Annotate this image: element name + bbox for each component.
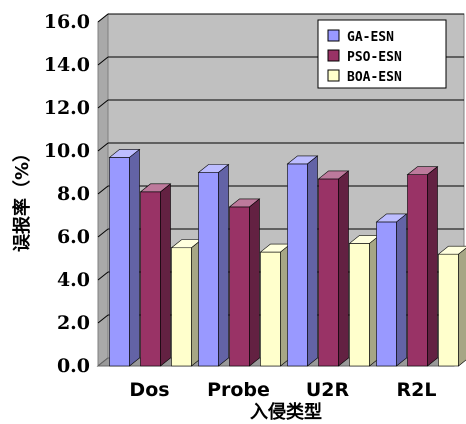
gridline-side	[97, 228, 109, 238]
bar-dos-ga-esn	[109, 157, 130, 367]
bar-side	[396, 213, 407, 367]
legend-label: BOA-ESN	[347, 70, 402, 85]
bar-r2l-boa-esn	[438, 253, 459, 367]
gridline-side	[97, 314, 109, 324]
bar-top	[437, 245, 466, 255]
y-tick-label: 10.0	[44, 140, 90, 162]
gridline-side	[97, 142, 109, 152]
bar-side	[218, 163, 229, 367]
bar-side	[427, 166, 438, 367]
x-axis-ticks: Dos Probe U2R R2L	[129, 379, 436, 401]
legend-swatch	[327, 49, 340, 62]
x-tick-label: U2R	[306, 379, 350, 401]
gridline-side	[97, 185, 109, 195]
bar-u2r-pso-esn	[318, 178, 339, 367]
legend-swatch	[327, 29, 340, 42]
bar-r2l-pso-esn	[407, 174, 428, 367]
bar-probe-ga-esn	[198, 172, 219, 367]
gridline-side	[97, 56, 109, 66]
y-axis-title: 误报率（%）	[11, 144, 33, 252]
bar-u2r-ga-esn	[287, 163, 308, 367]
y-tick-label: 6.0	[57, 226, 90, 248]
x-tick-label: Dos	[129, 379, 169, 401]
bar-probe-boa-esn	[260, 251, 281, 367]
bar-dos-boa-esn	[171, 247, 192, 367]
gridline-side	[97, 99, 109, 109]
bar-side	[160, 183, 171, 367]
gridline-side	[97, 13, 109, 23]
legend: GA-ESN PSO-ESN BOA-ESN	[317, 19, 447, 89]
bar-side	[338, 170, 349, 367]
y-tick-label: 4.0	[57, 269, 90, 291]
y-tick-label: 8.0	[57, 183, 90, 205]
bar-side	[129, 148, 140, 367]
y-tick-label: 0.0	[57, 355, 90, 377]
y-tick-label: 2.0	[57, 312, 90, 334]
bar-side	[307, 155, 318, 367]
x-tick-label: R2L	[397, 379, 437, 401]
bars-group	[108, 148, 466, 367]
gridline-side	[97, 271, 109, 281]
legend-label: GA-ESN	[347, 30, 394, 45]
y-tick-label: 14.0	[44, 54, 90, 76]
y-tick-label: 16.0	[44, 11, 90, 33]
legend-swatch	[327, 69, 340, 82]
bar-side	[458, 247, 466, 367]
bar-u2r-boa-esn	[349, 243, 370, 367]
y-axis-ticks: 0.0 2.0 4.0 6.0 8.0 10.0 12.0 14.0 16.0	[44, 11, 90, 377]
x-tick-label: Probe	[207, 379, 270, 401]
bar-probe-pso-esn	[229, 206, 250, 367]
y-tick-label: 12.0	[44, 97, 90, 119]
bar-dos-pso-esn	[140, 191, 161, 367]
bar-r2l-ga-esn	[376, 221, 397, 367]
bar-side	[249, 198, 260, 367]
x-axis-title: 入侵类型	[250, 401, 322, 423]
legend-label: PSO-ESN	[347, 50, 402, 65]
